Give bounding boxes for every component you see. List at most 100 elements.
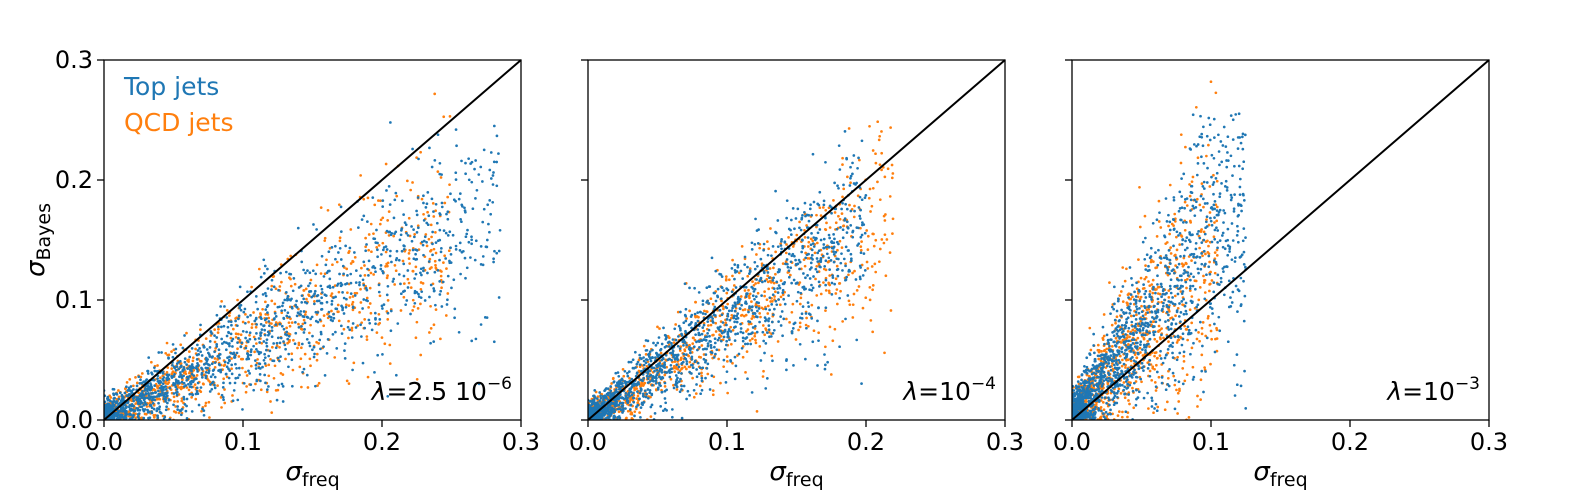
point-qcd — [679, 356, 683, 360]
point-top — [810, 289, 814, 292]
point-top — [751, 312, 755, 315]
point-qcd — [420, 197, 424, 201]
point-top — [336, 282, 340, 286]
point-top — [454, 128, 458, 131]
point-top — [837, 186, 840, 190]
point-top — [222, 340, 226, 344]
point-top — [392, 216, 396, 220]
point-top — [648, 350, 652, 354]
point-top — [342, 312, 346, 315]
point-top — [340, 332, 344, 335]
point-qcd — [802, 258, 806, 262]
point-top — [695, 340, 698, 344]
point-top — [171, 363, 174, 367]
point-qcd — [335, 260, 339, 264]
point-top — [705, 367, 709, 370]
point-top — [816, 364, 819, 367]
point-top — [119, 407, 123, 411]
point-qcd — [346, 291, 349, 295]
point-top — [259, 331, 263, 334]
point-top — [237, 314, 241, 318]
point-top — [444, 257, 447, 260]
point-qcd — [767, 287, 771, 291]
point-top — [123, 391, 127, 395]
point-top — [857, 226, 860, 230]
point-top — [183, 357, 187, 360]
point-top — [239, 303, 243, 307]
point-top — [232, 351, 236, 355]
point-top — [428, 295, 431, 299]
point-top — [707, 302, 711, 305]
point-top — [633, 350, 637, 354]
point-top — [207, 371, 210, 375]
point-qcd — [429, 223, 433, 227]
point-qcd — [811, 239, 815, 243]
point-top — [427, 260, 431, 263]
point-top — [662, 363, 666, 367]
point-top — [414, 272, 418, 276]
point-top — [664, 401, 668, 405]
point-qcd — [765, 298, 769, 302]
point-top — [156, 377, 159, 380]
point-top — [459, 217, 462, 221]
point-top — [399, 282, 402, 286]
point-top — [849, 174, 853, 178]
point-top — [497, 249, 501, 253]
point-qcd — [446, 292, 450, 295]
point-top — [620, 396, 624, 400]
point-qcd — [754, 282, 757, 285]
point-top — [441, 280, 445, 284]
point-qcd — [727, 278, 731, 282]
point-qcd — [702, 329, 706, 333]
point-qcd — [806, 245, 810, 248]
point-qcd — [697, 315, 700, 319]
point-top — [236, 398, 240, 402]
point-top — [750, 241, 754, 245]
point-qcd — [724, 278, 728, 282]
point-qcd — [372, 273, 375, 276]
point-top — [248, 337, 252, 341]
point-top — [433, 270, 437, 274]
point-qcd — [766, 240, 769, 243]
point-top — [386, 311, 390, 315]
point-top — [176, 408, 179, 411]
point-qcd — [865, 260, 869, 264]
point-top — [284, 290, 288, 294]
point-top — [665, 336, 668, 339]
point-top — [855, 181, 858, 185]
point-qcd — [315, 263, 319, 267]
point-top — [467, 240, 471, 244]
point-top — [670, 342, 673, 345]
point-top — [663, 370, 667, 374]
point-top — [312, 345, 316, 349]
point-top — [642, 376, 646, 380]
point-top — [431, 253, 434, 257]
point-qcd — [860, 240, 863, 243]
point-top — [790, 281, 794, 285]
point-top — [118, 391, 122, 395]
point-qcd — [798, 325, 802, 329]
point-top — [454, 248, 458, 251]
point-top — [263, 356, 267, 360]
point-qcd — [220, 300, 223, 303]
point-top — [733, 268, 737, 272]
point-top — [238, 306, 242, 310]
point-top — [328, 277, 332, 281]
point-top — [389, 121, 392, 124]
point-top — [846, 226, 850, 230]
point-qcd — [387, 210, 391, 213]
point-top — [685, 362, 689, 366]
point-top — [415, 213, 419, 217]
point-qcd — [165, 371, 169, 374]
point-top — [807, 312, 811, 316]
point-qcd — [384, 162, 388, 166]
point-qcd — [191, 359, 195, 363]
point-qcd — [795, 233, 799, 237]
point-qcd — [815, 294, 819, 297]
point-top — [245, 330, 248, 334]
point-qcd — [673, 370, 677, 373]
point-top — [810, 213, 814, 217]
point-qcd — [765, 277, 769, 281]
point-qcd — [730, 313, 734, 317]
point-top — [255, 332, 258, 335]
